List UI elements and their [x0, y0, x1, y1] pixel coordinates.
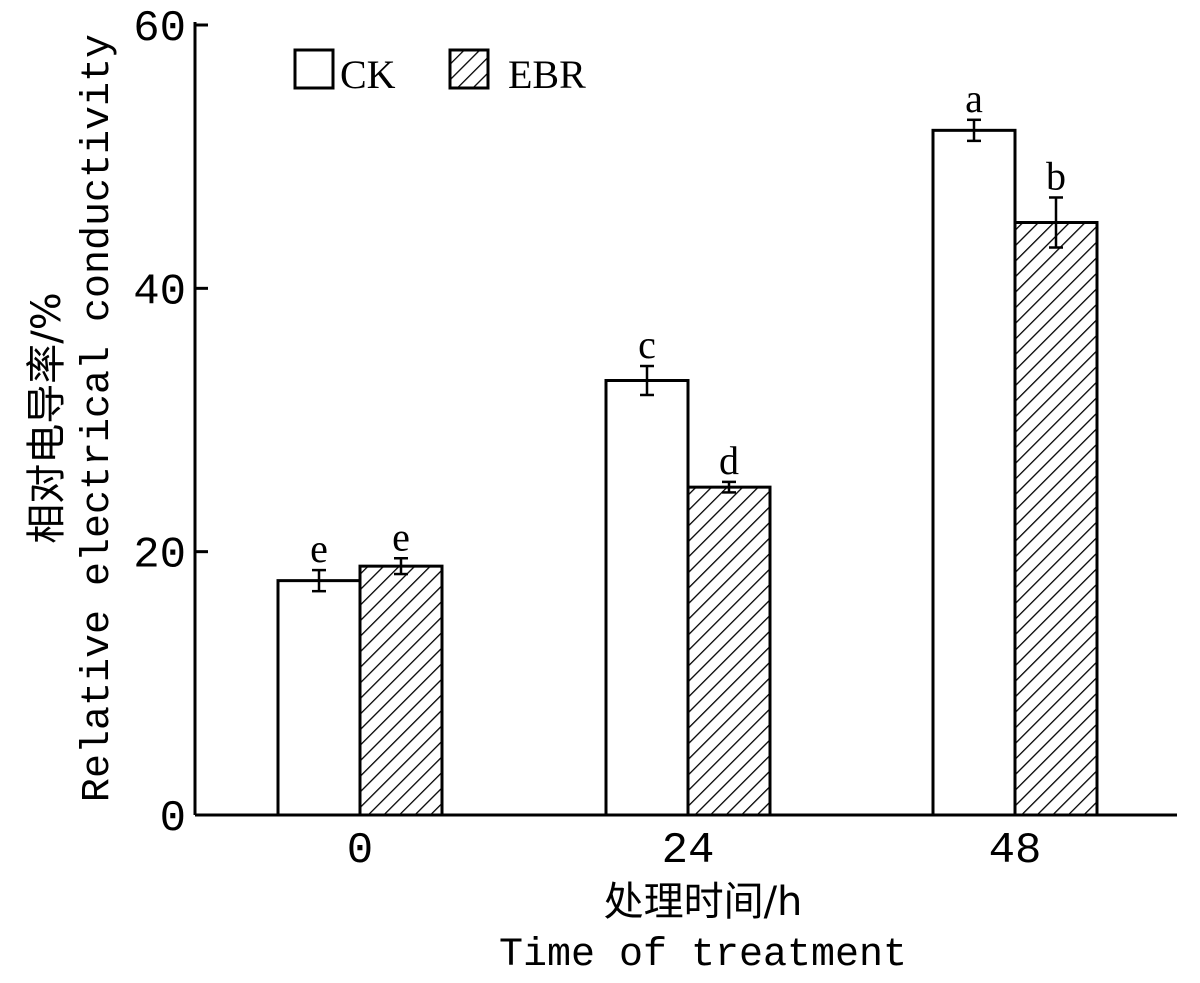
bars [276, 128, 1099, 817]
x-ticks: 0 24 48 [347, 826, 1042, 876]
y-axis-title-en: Relative electrical conductivity [76, 34, 121, 802]
legend-swatch-ck [293, 48, 335, 90]
bar-ck-48h [931, 128, 1017, 817]
x-tick-label: 24 [662, 826, 715, 876]
y-ticks: 0 20 40 60 [133, 4, 208, 844]
x-tick-label: 0 [347, 826, 373, 876]
significance-label: e [392, 514, 410, 559]
error-bars [312, 118, 1063, 593]
bar-ck-0h [276, 579, 362, 817]
bar-ebr-48h [1013, 221, 1099, 817]
x-axis-title-cn: 处理时间/h [604, 879, 803, 925]
y-tick-label: 0 [160, 794, 186, 844]
y-axis-title-cn: 相对电导率/% [24, 292, 70, 543]
significance-label: d [719, 438, 739, 483]
significance-labels: e c a e d b [310, 76, 1066, 571]
legend-swatch-ebr [448, 48, 490, 90]
significance-label: c [638, 322, 656, 367]
x-tick-label: 48 [989, 826, 1042, 876]
significance-label: b [1046, 153, 1066, 198]
y-tick-label: 40 [133, 267, 186, 317]
legend-label-ck: CK [340, 52, 396, 97]
y-tick-label: 20 [133, 531, 186, 581]
bar-ebr-0h [358, 564, 444, 817]
bar-ebr-24h [686, 485, 772, 817]
significance-label: e [310, 526, 328, 571]
bar-ck-24h [604, 379, 690, 817]
x-axis-title-en: Time of treatment [499, 933, 907, 978]
legend-label-ebr: EBR [508, 52, 586, 97]
y-tick-label: 60 [133, 4, 186, 54]
significance-label: a [965, 76, 983, 121]
legend: CK EBR [293, 48, 586, 97]
